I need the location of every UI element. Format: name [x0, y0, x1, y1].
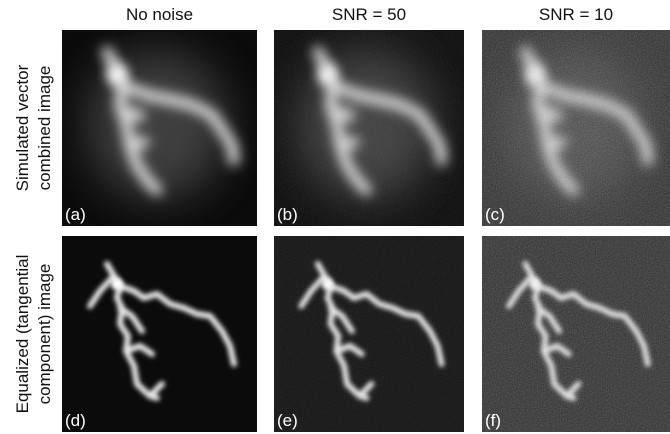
panel-label: (c) [485, 205, 505, 224]
image-panel [62, 236, 257, 432]
row-label: combined image [35, 66, 54, 191]
figure: No noise SNR = 50 SNR = 10 Simulated vector… [0, 0, 670, 434]
image-panel [482, 236, 670, 432]
noise-overlay [274, 236, 464, 432]
panel-label: (a) [65, 205, 86, 224]
panel-label: (b) [277, 205, 298, 224]
panel-background [62, 236, 257, 432]
column-header: SNR = 10 [539, 5, 613, 24]
image-panel [62, 30, 257, 226]
panel-label: (d) [65, 411, 86, 430]
noise-overlay [482, 236, 670, 432]
column-header: SNR = 50 [332, 5, 406, 24]
column-header: No noise [126, 5, 193, 24]
image-panel [482, 30, 670, 226]
row-label: component) image [35, 264, 54, 405]
image-panel [274, 30, 464, 226]
row-label: Simulated vector [13, 64, 32, 191]
noise-overlay [482, 30, 670, 226]
row-label: Equalized (tangential [13, 255, 32, 414]
noise-overlay [274, 30, 464, 226]
panel-label: (e) [277, 411, 298, 430]
panel-label: (f) [485, 411, 501, 430]
image-panel [274, 236, 464, 432]
